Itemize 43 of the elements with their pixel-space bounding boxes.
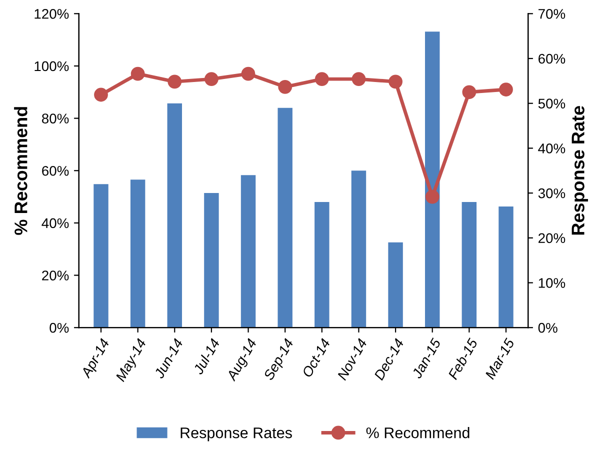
- point: [241, 66, 256, 81]
- bar: [314, 202, 330, 328]
- point: [388, 74, 402, 89]
- y2-tick-label: 70%: [538, 8, 566, 19]
- point: [94, 88, 108, 102]
- point: [352, 72, 366, 86]
- y-tick-label: 20%: [42, 270, 69, 280]
- bar: [94, 184, 108, 328]
- bar: [130, 180, 146, 328]
- point: [204, 72, 218, 86]
- bar: [240, 175, 256, 328]
- point: [168, 74, 182, 89]
- point: [278, 80, 292, 94]
- bar: [498, 206, 514, 328]
- bar: [204, 193, 219, 328]
- point: [462, 85, 476, 100]
- point: [499, 82, 513, 96]
- bar: [388, 242, 403, 328]
- y-tick-label: 0%: [50, 322, 69, 333]
- legend-label: % Recommend: [366, 427, 470, 438]
- point: [130, 66, 145, 81]
- y-tick-label: 80%: [42, 114, 69, 124]
- y2-tick-label: 60%: [538, 54, 566, 64]
- y2-tick-label: 0%: [538, 322, 558, 333]
- y2-tick-label: 30%: [538, 188, 566, 198]
- bar: [278, 108, 292, 328]
- y-tick-label: 60%: [42, 166, 69, 176]
- legend-label: Response Rates: [180, 428, 292, 442]
- y2-tick-label: 10%: [538, 278, 566, 288]
- point: [425, 190, 440, 204]
- point: [314, 72, 329, 86]
- y-axis-title: % Recommend: [14, 107, 28, 235]
- y2-tick-label: 40%: [538, 144, 566, 154]
- y2-tick-label: 50%: [538, 98, 566, 109]
- bar: [462, 202, 477, 328]
- y-tick-label: 100%: [34, 61, 69, 72]
- bar: [167, 103, 182, 328]
- y-tick-label: 40%: [42, 218, 69, 228]
- bar: [425, 32, 440, 328]
- y-tick-label: 120%: [34, 8, 69, 19]
- y2-axis-title: Response Rate: [572, 106, 588, 235]
- bar: [351, 170, 366, 328]
- y2-tick-label: 20%: [538, 233, 566, 244]
